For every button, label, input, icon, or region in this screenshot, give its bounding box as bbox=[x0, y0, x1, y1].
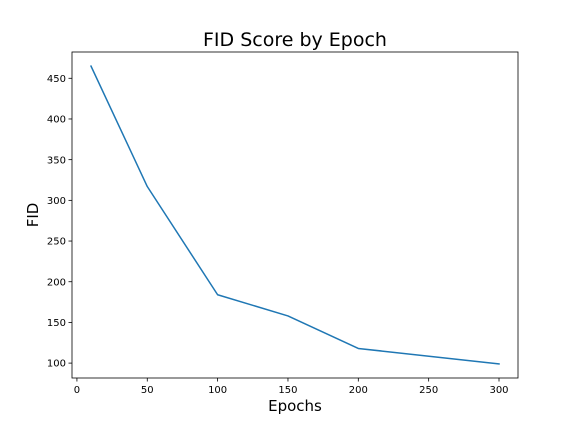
x-tick-label: 0 bbox=[74, 385, 80, 396]
x-tick-label: 200 bbox=[349, 385, 368, 396]
y-axis-label: FID bbox=[24, 203, 42, 228]
y-tick-label: 100 bbox=[47, 359, 66, 370]
chart-title: FID Score by Epoch bbox=[203, 29, 387, 51]
y-tick-label: 150 bbox=[47, 318, 66, 329]
x-tick-label: 100 bbox=[208, 385, 227, 396]
x-tick-label: 250 bbox=[419, 385, 438, 396]
data-point bbox=[497, 361, 502, 366]
y-tick-label: 200 bbox=[47, 277, 66, 288]
x-tick-label: 50 bbox=[141, 385, 154, 396]
x-axis-ticks: 0 50 100 150 200 250 300 bbox=[74, 378, 509, 396]
plot-frame bbox=[71, 51, 519, 379]
y-tick-label: 450 bbox=[47, 74, 66, 85]
y-tick-label: 250 bbox=[47, 237, 66, 248]
y-tick-label: 300 bbox=[47, 196, 66, 207]
fid-series-line bbox=[89, 65, 500, 365]
data-point bbox=[145, 184, 150, 189]
data-point bbox=[88, 64, 93, 69]
plot-area bbox=[72, 52, 518, 378]
x-axis-label: Epochs bbox=[268, 397, 322, 415]
data-point bbox=[285, 313, 290, 318]
x-tick-label: 150 bbox=[278, 385, 297, 396]
y-tick-label: 350 bbox=[47, 155, 66, 166]
series-layer bbox=[88, 64, 502, 366]
data-point bbox=[356, 346, 361, 351]
y-axis-ticks: 100 150 200 250 300 350 400 450 bbox=[47, 74, 72, 370]
x-tick-label: 300 bbox=[489, 385, 508, 396]
y-tick-label: 400 bbox=[47, 115, 66, 126]
data-point bbox=[215, 292, 220, 297]
